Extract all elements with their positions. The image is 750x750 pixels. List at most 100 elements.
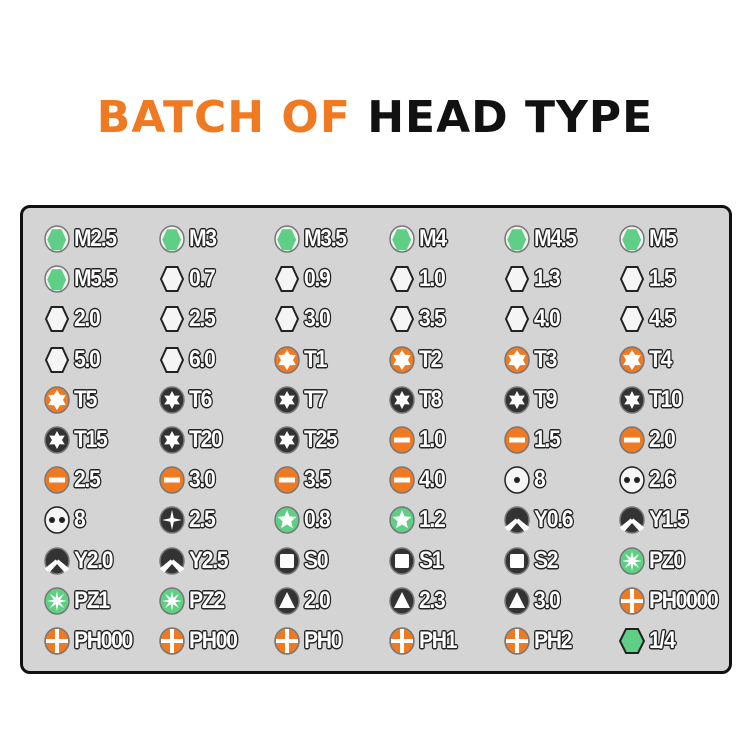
bit-label: PZ1 — [74, 586, 110, 614]
pozi-green-icon — [159, 587, 185, 615]
bit-label: M2.5 — [74, 225, 117, 252]
bit-item: PH2 — [503, 625, 576, 657]
phillips-orange-icon — [619, 587, 645, 615]
torx-dark-icon — [159, 426, 185, 454]
bit-item: 2.3 — [388, 585, 448, 617]
bit-item: 1.5 — [503, 424, 563, 456]
bit-item: 4.5 — [618, 303, 678, 335]
bit-item: 1.2 — [388, 504, 448, 536]
bit-label: 0.7 — [189, 265, 216, 293]
bit-label: 4.5 — [649, 305, 676, 333]
bit-item: PZ1 — [43, 585, 114, 617]
bit-item: PH00 — [158, 625, 243, 657]
bit-item: 0.7 — [158, 263, 218, 295]
bit-label: 1.5 — [649, 265, 676, 293]
hex-white-icon — [389, 266, 415, 293]
bit-item: M4 — [388, 223, 449, 255]
bit-label: T10 — [649, 385, 683, 413]
bit-item: 1.3 — [503, 263, 563, 295]
bit-item: 3.5 — [388, 303, 448, 335]
bit-item: 1/4 — [618, 625, 678, 657]
bit-label: 4.0 — [534, 305, 561, 333]
bit-label: 6.0 — [189, 345, 216, 373]
tri-wing-icon — [504, 506, 530, 535]
hex-white-icon — [159, 266, 185, 293]
hex-white-icon — [619, 266, 645, 293]
slot-orange-icon — [389, 426, 415, 454]
title-highlight: BATCH OF — [96, 92, 351, 143]
hex-green-icon — [159, 225, 185, 253]
bit-item: T6 — [158, 384, 214, 416]
bit-item: 1.0 — [388, 263, 448, 295]
bit-item: T10 — [618, 384, 686, 416]
bit-label: 3.5 — [304, 466, 331, 494]
bit-label: 2.0 — [74, 305, 101, 333]
tri-wing-icon — [159, 546, 185, 575]
bit-label: Y1.5 — [649, 506, 689, 534]
triangle-icon — [504, 587, 530, 615]
bit-label: 2.5 — [189, 506, 216, 534]
bit-item: S1 — [388, 545, 445, 577]
bit-item: M2.5 — [43, 223, 121, 255]
bit-label: 8 — [74, 506, 86, 534]
slot-orange-icon — [619, 426, 645, 454]
bit-label: 2.3 — [419, 586, 446, 614]
cross-dark-icon — [159, 506, 185, 535]
bit-item: S2 — [503, 545, 560, 577]
bit-item: 4.0 — [388, 464, 448, 496]
bit-label: PH000 — [74, 627, 133, 654]
phillips-orange-icon — [504, 627, 530, 655]
bit-label: Y2.0 — [74, 546, 114, 574]
bit-item: T25 — [273, 424, 341, 456]
hex-green-icon — [389, 225, 415, 253]
square-icon — [274, 546, 300, 575]
bit-label: 1.2 — [419, 506, 446, 534]
bit-item: 1.5 — [618, 263, 678, 295]
bit-item: 3.0 — [273, 303, 333, 335]
bit-label: S1 — [419, 546, 444, 574]
bit-item: 6.0 — [158, 344, 218, 376]
bit-label: M3.5 — [304, 225, 347, 252]
hex-green-icon — [44, 225, 70, 253]
triangle-icon — [389, 587, 415, 615]
square-icon — [389, 546, 415, 575]
bit-item: T1 — [273, 344, 329, 376]
bit-item: PH000 — [43, 625, 140, 657]
bit-label: PZ2 — [189, 586, 225, 614]
bit-label: Y2.5 — [189, 546, 229, 574]
pozi-green-icon — [44, 587, 70, 615]
bit-label: T6 — [189, 385, 212, 413]
bit-item: 1.0 — [388, 424, 448, 456]
torx-dark-icon — [44, 426, 70, 454]
bit-label: 2.0 — [304, 586, 331, 614]
bit-label: 2.5 — [74, 466, 101, 494]
bit-label: 1.0 — [419, 265, 446, 293]
bit-label: 3.5 — [419, 305, 446, 333]
bit-item: T2 — [388, 344, 444, 376]
bit-item: M5.5 — [43, 263, 121, 295]
bit-item: M4.5 — [503, 223, 581, 255]
bit-item: 2.5 — [43, 464, 103, 496]
torx-orange-icon — [504, 345, 530, 374]
bit-label: 0.8 — [304, 506, 331, 534]
hex-green-icon — [619, 225, 645, 253]
torx-dark-icon — [504, 386, 530, 414]
bit-item: T3 — [503, 344, 559, 376]
bit-label: T2 — [419, 345, 442, 373]
bit-label: 1.0 — [419, 426, 446, 453]
bit-label: 2.0 — [649, 426, 676, 453]
pozi-green-icon — [619, 546, 645, 575]
bit-item: PH1 — [388, 625, 461, 657]
bit-item: 3.5 — [273, 464, 333, 496]
bit-label: T1 — [304, 345, 327, 373]
torx-orange-icon — [389, 345, 415, 374]
title-main: HEAD TYPE — [367, 92, 654, 143]
bit-item: Y0.6 — [503, 504, 577, 536]
bit-label: 2.6 — [649, 466, 676, 494]
torx-orange-icon — [44, 386, 70, 414]
hex-white-icon — [159, 306, 185, 333]
triangle-icon — [274, 587, 300, 615]
center-pin-icon — [504, 466, 530, 494]
torx-dark-icon — [274, 386, 300, 414]
bit-label: PH0 — [304, 627, 342, 654]
